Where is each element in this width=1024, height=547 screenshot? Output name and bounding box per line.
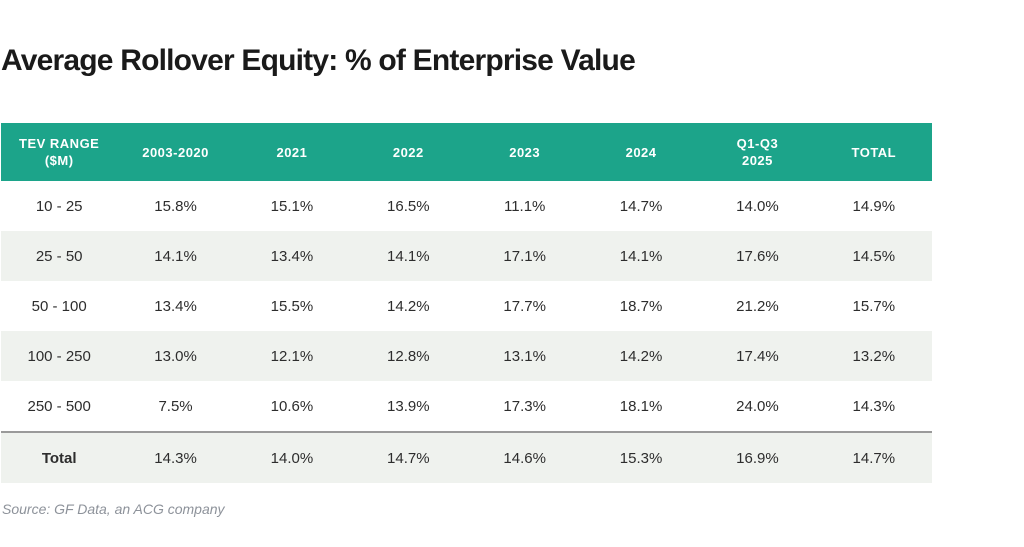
cell-value: 13.1% [503, 347, 546, 365]
cell-value: 17.3% [503, 397, 546, 415]
table-row-total: Total 14.3% 14.0% 14.7% 14.6% 15.3% 16.9… [1, 431, 932, 483]
cell-value: 12.8% [387, 347, 430, 365]
column-header-q1-q3-2025: Q1-Q3 2025 [699, 123, 816, 181]
cell-value: 14.1% [154, 247, 197, 265]
column-header-tev-range: TEV RANGE ($M) [1, 123, 118, 181]
cell-value: 14.7% [815, 431, 932, 483]
row-label-total: Total [1, 431, 118, 483]
row-label: 100 - 250 [27, 347, 91, 365]
cell-value: 13.2% [852, 347, 896, 365]
cell-value: 14.3% [117, 431, 234, 483]
cell-value: 13.4% [154, 297, 197, 315]
cell-value: 13.0% [154, 347, 197, 365]
cell-value: 14.0% [233, 431, 351, 483]
column-header-2021: 2021 [233, 123, 351, 181]
cell-value: 18.7% [619, 297, 663, 315]
column-header-2003-2020: 2003-2020 [117, 123, 234, 181]
cell-value: 14.2% [387, 297, 430, 315]
cell-value: 14.1% [387, 247, 430, 265]
cell-value: 14.7% [350, 431, 467, 483]
cell-value: 14.2% [619, 347, 663, 365]
cell-value: 13.9% [387, 397, 430, 415]
cell-value: 17.6% [736, 247, 779, 265]
header-row: TEV RANGE ($M) 2003-2020 2021 2022 2023 … [1, 123, 932, 181]
page-title: Average Rollover Equity: % of Enterprise… [1, 44, 636, 77]
cell-value: 15.7% [852, 297, 896, 315]
cell-value: 14.5% [852, 247, 896, 265]
cell-value: 18.1% [619, 397, 663, 415]
rollover-equity-table: TEV RANGE ($M) 2003-2020 2021 2022 2023 … [1, 123, 932, 483]
column-header-2022: 2022 [350, 123, 467, 181]
source-note: Source: GF Data, an ACG company [2, 501, 225, 517]
row-label: 50 - 100 [31, 297, 87, 315]
cell-value: 14.3% [852, 397, 896, 415]
cell-value: 13.4% [270, 247, 314, 265]
cell-value: 15.1% [270, 197, 314, 215]
cell-value: 12.1% [270, 347, 314, 365]
table-row: 25 - 50 14.1% 13.4% 14.1% 17.1% 14.1% 17… [1, 231, 932, 281]
cell-value: 14.7% [619, 197, 663, 215]
cell-value: 11.1% [503, 197, 546, 215]
table-row: 50 - 100 13.4% 15.5% 14.2% 17.7% 18.7% 2… [1, 281, 932, 331]
column-header-2024: 2024 [582, 123, 700, 181]
cell-value: 14.6% [466, 431, 583, 483]
cell-value: 14.0% [736, 197, 779, 215]
cell-value: 24.0% [736, 397, 779, 415]
cell-value: 17.4% [736, 347, 779, 365]
table-header: TEV RANGE ($M) 2003-2020 2021 2022 2023 … [1, 123, 932, 181]
table-row: 10 - 25 15.8% 15.1% 16.5% 11.1% 14.7% 14… [1, 181, 932, 231]
cell-value: 7.5% [158, 397, 193, 415]
cell-value: 10.6% [270, 397, 314, 415]
cell-value: 17.7% [503, 297, 546, 315]
row-label: 250 - 500 [27, 397, 91, 415]
cell-value: 15.5% [270, 297, 314, 315]
cell-value: 16.5% [387, 197, 430, 215]
row-label: 25 - 50 [35, 247, 83, 265]
column-header-2023: 2023 [466, 123, 583, 181]
cell-value: 14.9% [852, 197, 896, 215]
table-body: 10 - 25 15.8% 15.1% 16.5% 11.1% 14.7% 14… [1, 181, 932, 483]
table-row: 250 - 500 7.5% 10.6% 13.9% 17.3% 18.1% 2… [1, 381, 932, 432]
cell-value: 15.8% [154, 197, 197, 215]
cell-value: 15.3% [582, 431, 700, 483]
row-label: 10 - 25 [35, 197, 83, 215]
table-row: 100 - 250 13.0% 12.1% 12.8% 13.1% 14.2% … [1, 331, 932, 381]
cell-value: 17.1% [503, 247, 546, 265]
column-header-total: TOTAL [815, 123, 932, 181]
cell-value: 14.1% [619, 247, 663, 265]
cell-value: 21.2% [736, 297, 779, 315]
cell-value: 16.9% [699, 431, 816, 483]
